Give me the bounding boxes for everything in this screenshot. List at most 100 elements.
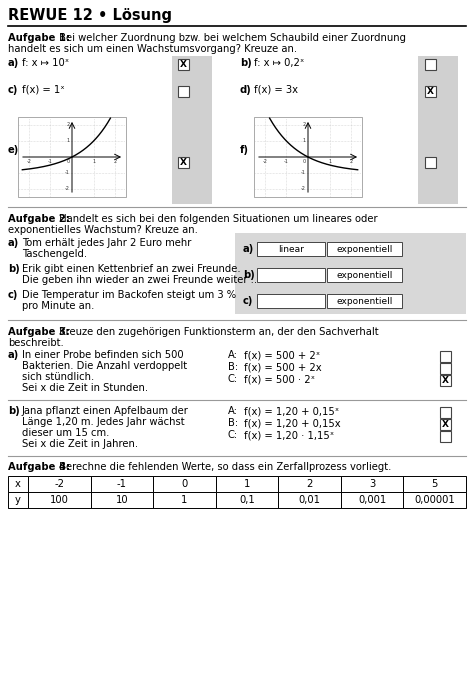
Text: f): f)	[240, 145, 249, 155]
Text: beschreibt.: beschreibt.	[8, 338, 64, 348]
Bar	[8, 492, 28, 508]
Text: e): e)	[8, 145, 19, 155]
Text: 1: 1	[303, 139, 306, 144]
Text: REWUE 12 • Lösung: REWUE 12 • Lösung	[8, 8, 172, 23]
Bar	[403, 492, 466, 508]
Text: 1: 1	[328, 159, 331, 164]
Bar	[91, 476, 153, 492]
Text: X: X	[180, 60, 187, 69]
Bar	[28, 492, 91, 508]
Bar	[440, 375, 451, 386]
Text: Handelt es sich bei den folgenden Situationen um lineares oder: Handelt es sich bei den folgenden Situat…	[56, 214, 378, 224]
Text: 1: 1	[92, 159, 95, 164]
Text: c): c)	[8, 290, 18, 300]
Text: d): d)	[240, 85, 252, 95]
Bar	[418, 56, 458, 204]
Text: f(x) = 500 + 2x: f(x) = 500 + 2x	[244, 362, 322, 372]
Text: 3: 3	[369, 479, 375, 489]
Text: -2: -2	[55, 479, 64, 489]
Bar	[278, 492, 341, 508]
Text: 1: 1	[67, 139, 70, 144]
Bar	[172, 56, 212, 204]
Bar	[254, 117, 362, 197]
Text: Sei x die Zeit in Jahren.: Sei x die Zeit in Jahren.	[22, 439, 138, 449]
Text: 1: 1	[181, 495, 188, 505]
Bar	[153, 492, 216, 508]
Text: Bakterien. Die Anzahl verdoppelt: Bakterien. Die Anzahl verdoppelt	[22, 361, 187, 371]
Bar	[257, 242, 325, 256]
Text: Jana pflanzt einen Apfelbaum der: Jana pflanzt einen Apfelbaum der	[22, 406, 189, 416]
Bar	[8, 476, 28, 492]
Text: -1: -1	[301, 171, 306, 175]
Text: C:: C:	[228, 374, 238, 384]
Text: f(x) = 1ˣ: f(x) = 1ˣ	[22, 85, 65, 95]
Bar	[18, 117, 126, 197]
Text: y: y	[15, 495, 21, 505]
Text: exponentielles Wachstum? Kreuze an.: exponentielles Wachstum? Kreuze an.	[8, 225, 198, 235]
Bar	[440, 363, 451, 374]
Text: B:: B:	[228, 418, 238, 428]
Text: 10: 10	[116, 495, 128, 505]
Bar	[341, 492, 403, 508]
Text: exponentiell: exponentiell	[337, 271, 392, 280]
Bar	[257, 268, 325, 282]
Bar	[178, 59, 189, 70]
Text: sich stündlich.: sich stündlich.	[22, 372, 94, 382]
Text: -2: -2	[27, 159, 31, 164]
Bar	[440, 351, 451, 362]
Text: In einer Probe befinden sich 500: In einer Probe befinden sich 500	[22, 350, 183, 360]
Bar	[216, 492, 278, 508]
Text: A:: A:	[228, 350, 238, 360]
Text: 2: 2	[67, 123, 70, 127]
Text: f: x ↦ 0,2ˣ: f: x ↦ 0,2ˣ	[254, 58, 304, 68]
Bar	[178, 86, 189, 97]
Text: 2: 2	[114, 159, 117, 164]
Text: 2: 2	[306, 479, 313, 489]
Text: -1: -1	[117, 479, 127, 489]
Text: f(x) = 1,20 + 0,15x: f(x) = 1,20 + 0,15x	[244, 418, 341, 428]
Bar	[440, 407, 451, 418]
Text: 0: 0	[67, 159, 70, 164]
Text: 0,1: 0,1	[239, 495, 255, 505]
Text: Erik gibt einen Kettenbrief an zwei Freunde.: Erik gibt einen Kettenbrief an zwei Freu…	[22, 264, 241, 274]
Bar	[425, 86, 436, 97]
Text: exponentiell: exponentiell	[337, 244, 392, 253]
Text: Aufgabe 2:: Aufgabe 2:	[8, 214, 70, 224]
Text: linear: linear	[278, 244, 304, 253]
Text: X: X	[180, 158, 187, 167]
Text: Tom erhält jedes Jahr 2 Euro mehr: Tom erhält jedes Jahr 2 Euro mehr	[22, 238, 191, 248]
Text: 1: 1	[244, 479, 250, 489]
Text: exponentiell: exponentiell	[337, 297, 392, 305]
Text: Bei welcher Zuordnung bzw. bei welchem Schaubild einer Zuordnung: Bei welcher Zuordnung bzw. bei welchem S…	[56, 33, 406, 43]
Text: X: X	[442, 420, 449, 429]
Text: handelt es sich um einen Wachstumsvorgang? Kreuze an.: handelt es sich um einen Wachstumsvorgan…	[8, 44, 297, 54]
Text: Aufgabe 3:: Aufgabe 3:	[8, 327, 70, 337]
Text: f: x ↦ 10ˣ: f: x ↦ 10ˣ	[22, 58, 69, 68]
Bar	[327, 294, 402, 308]
Text: Sei x die Zeit in Stunden.: Sei x die Zeit in Stunden.	[22, 383, 148, 393]
Text: 0,001: 0,001	[358, 495, 386, 505]
Text: Taschengeld.: Taschengeld.	[22, 249, 87, 259]
Text: 0: 0	[181, 479, 188, 489]
Text: 100: 100	[50, 495, 69, 505]
Bar	[440, 419, 451, 430]
Bar	[440, 431, 451, 442]
Bar	[327, 268, 402, 282]
Bar	[278, 476, 341, 492]
Text: X: X	[427, 87, 434, 96]
Bar	[257, 294, 325, 308]
Text: c): c)	[8, 85, 18, 95]
Text: a): a)	[8, 350, 19, 360]
Text: f(x) = 500 · 2ˣ: f(x) = 500 · 2ˣ	[244, 374, 315, 384]
Text: f(x) = 1,20 + 0,15ˣ: f(x) = 1,20 + 0,15ˣ	[244, 406, 339, 416]
Bar	[327, 242, 402, 256]
Text: f(x) = 1,20 · 1,15ˣ: f(x) = 1,20 · 1,15ˣ	[244, 430, 334, 440]
Text: A:: A:	[228, 406, 238, 416]
Text: a): a)	[8, 238, 19, 248]
Bar	[341, 476, 403, 492]
Bar	[425, 59, 436, 70]
Text: Länge 1,20 m. Jedes Jahr wächst: Länge 1,20 m. Jedes Jahr wächst	[22, 417, 185, 427]
Text: dieser um 15 cm.: dieser um 15 cm.	[22, 428, 109, 438]
Text: a): a)	[8, 58, 19, 68]
Bar	[403, 476, 466, 492]
